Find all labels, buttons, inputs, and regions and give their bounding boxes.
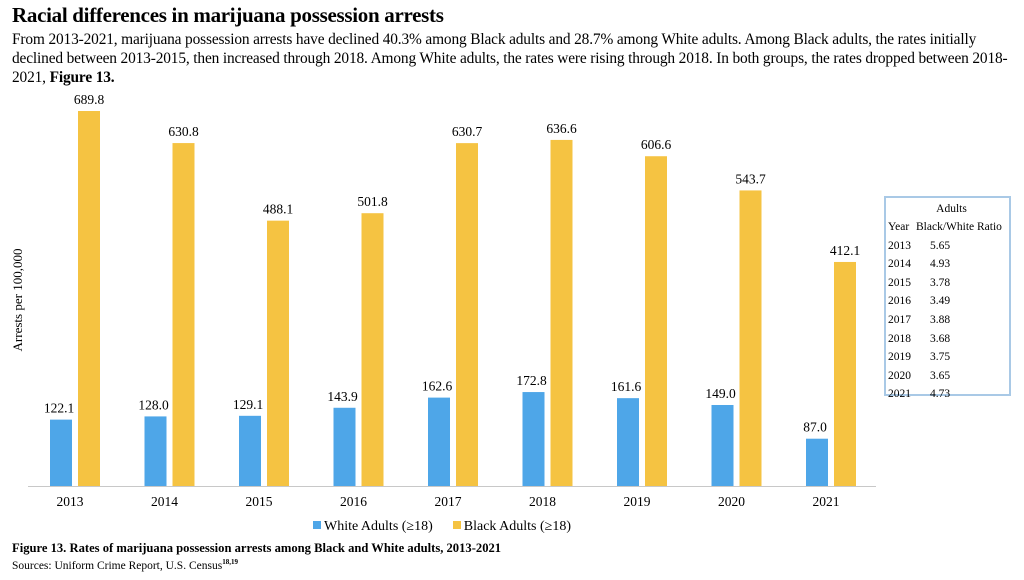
figure-caption: Figure 13. Rates of marijuana possession… <box>12 541 502 555</box>
ratio-value: 3.68 <box>930 332 951 345</box>
ratio-year: 2015 <box>888 276 911 289</box>
ratio-value: 3.75 <box>930 351 951 364</box>
bar-white <box>239 415 261 486</box>
bar-black <box>267 220 289 486</box>
bar-white <box>617 398 639 486</box>
ratio-year: 2019 <box>888 351 911 364</box>
bar-black <box>739 190 762 486</box>
x-tick-label: 2017 <box>435 494 462 509</box>
x-tick-label: 2016 <box>340 494 367 509</box>
source-note: Sources: Uniform Crime Report, U.S. Cens… <box>12 558 238 572</box>
ratio-table: Adults Year Black/White Ratio 2013 5.65 20… <box>884 196 1011 400</box>
ratio-table-row: 2015 3.78 <box>887 274 1008 293</box>
ratio-value: 3.88 <box>930 313 951 326</box>
bar-white <box>522 392 545 486</box>
value-label-black: 636.6 <box>546 121 577 136</box>
ratio-value: 4.73 <box>930 388 951 401</box>
ratio-table-row: 2019 3.75 <box>887 348 1008 367</box>
value-label-white: 161.6 <box>611 379 642 394</box>
ratio-table-header: Year Black/White Ratio <box>887 218 1008 237</box>
ratio-table-row: 2014 4.93 <box>887 255 1008 274</box>
ratio-year: 2020 <box>888 369 911 382</box>
ratio-value: 3.78 <box>930 276 951 289</box>
bar-black <box>834 261 856 486</box>
bar-black <box>361 213 384 486</box>
legend: White Adults (≥18) Black Adults (≥18) <box>313 519 571 535</box>
bar-black <box>172 143 195 486</box>
value-label-white: 162.6 <box>422 379 453 394</box>
value-label-white: 122.1 <box>44 401 74 416</box>
value-label-black: 630.7 <box>452 124 483 139</box>
x-tick-label: 2020 <box>718 494 745 509</box>
bar-black <box>550 139 573 486</box>
legend-item-black: Black Adults (≥18) <box>452 519 572 535</box>
x-tick-label: 2015 <box>246 494 273 509</box>
source-text: Sources: Uniform Crime Report, U.S. Cens… <box>12 559 223 572</box>
x-tick-label: 2021 <box>813 494 840 509</box>
ratio-year: 2014 <box>888 258 911 271</box>
summary-paragraph: From 2013-2021, marijuana possession arr… <box>12 30 1017 87</box>
value-label-black: 689.8 <box>74 92 105 107</box>
ratio-year: 2017 <box>888 313 911 326</box>
bar-white <box>711 404 734 486</box>
bar-white <box>333 407 356 486</box>
summary-text: From 2013-2021, marijuana possession arr… <box>12 31 1008 86</box>
page-title: Racial differences in marijuana possessi… <box>12 3 444 27</box>
ratio-year: 2013 <box>888 239 911 252</box>
value-label-white: 87.0 <box>803 420 827 435</box>
ratio-table-row: 2016 3.49 <box>887 292 1008 311</box>
value-label-black: 606.6 <box>641 137 672 152</box>
value-label-white: 172.8 <box>516 373 547 388</box>
ratio-table-row: 2013 5.65 <box>887 237 1008 256</box>
ratio-table-row: 2020 3.65 <box>887 367 1008 386</box>
ratio-value: 4.93 <box>930 258 951 271</box>
ratio-value: 5.65 <box>930 239 951 252</box>
value-label-black: 543.7 <box>735 171 766 186</box>
x-tick-label: 2014 <box>151 494 178 509</box>
ratio-year: 2021 <box>888 388 911 401</box>
value-label-white: 129.1 <box>233 397 263 412</box>
figure-reference: Figure 13. <box>49 69 115 86</box>
x-tick-label: 2018 <box>529 494 556 509</box>
ratio-table-row: 2018 3.68 <box>887 330 1008 349</box>
y-axis-label: Arrests per 100,000 <box>10 249 25 352</box>
legend-label-black: Black Adults (≥18) <box>463 519 572 534</box>
ratio-table-title: Adults <box>936 203 967 215</box>
bar-black <box>645 156 667 486</box>
legend-item-white: White Adults (≥18) <box>313 519 433 535</box>
bar-white <box>806 438 828 486</box>
legend-swatch-black <box>452 521 461 529</box>
value-label-white: 149.0 <box>705 386 736 401</box>
legend-swatch-white <box>313 521 321 529</box>
x-tick-label: 2019 <box>624 494 651 509</box>
bar-white <box>428 397 450 486</box>
bar-white <box>144 416 167 486</box>
bar-black <box>456 143 478 486</box>
ratio-table-row: 2021 4.73 <box>887 385 1008 404</box>
bar-chart: 2013 122.1 689.8 2014 128.0 630.8 2015 129.1 488… <box>10 92 876 509</box>
bar-white <box>50 419 72 486</box>
ratio-year: 2018 <box>888 332 911 345</box>
value-label-white: 143.9 <box>327 389 358 404</box>
x-tick-label: 2013 <box>57 494 84 509</box>
ratio-value: 3.49 <box>930 295 951 308</box>
bar-black <box>78 111 100 486</box>
value-label-black: 630.8 <box>168 124 199 139</box>
value-label-black: 412.1 <box>830 243 860 258</box>
header-ratio: Black/White Ratio <box>916 221 1002 233</box>
ratio-table-row: 2017 3.88 <box>887 311 1008 330</box>
value-label-black: 488.1 <box>263 202 293 217</box>
source-refs: 18,19 <box>222 558 238 566</box>
legend-label-white: White Adults (≥18) <box>324 519 433 534</box>
header-year: Year <box>888 221 910 233</box>
ratio-year: 2016 <box>888 295 911 308</box>
value-label-white: 128.0 <box>138 397 169 412</box>
ratio-value: 3.65 <box>930 369 951 382</box>
value-label-black: 501.8 <box>357 194 388 209</box>
